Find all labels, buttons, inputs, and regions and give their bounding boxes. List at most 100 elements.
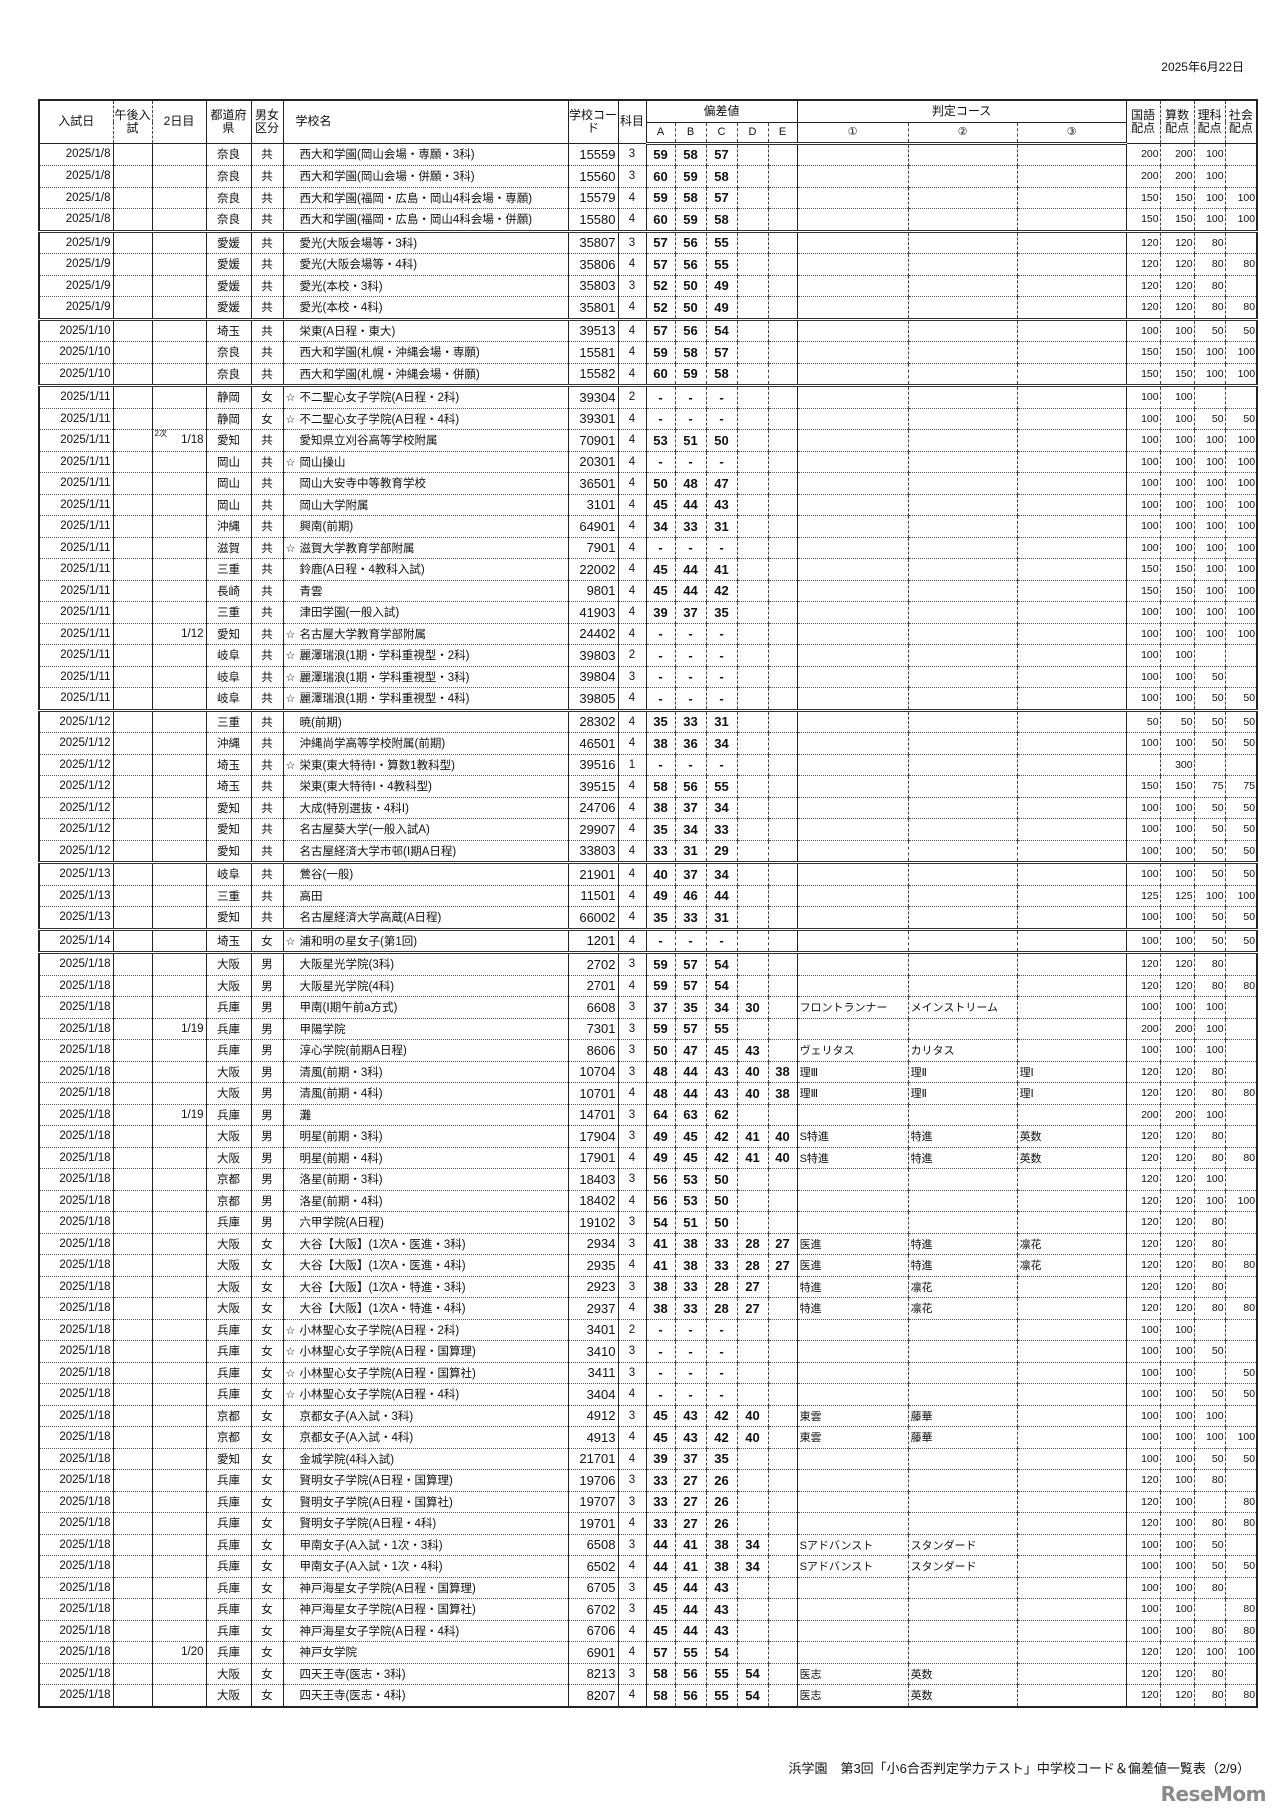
deviation-a: - xyxy=(645,687,676,711)
course-1 xyxy=(796,515,909,538)
table-row: 2025/1/10 奈良共西大和学園(札幌・沖縄会場・併願) 15582 4 60 59 5… xyxy=(38,363,1258,386)
course-3 xyxy=(1016,1383,1127,1406)
points-japanese: 150 xyxy=(1125,558,1161,581)
deviation-c: 33 xyxy=(705,1233,738,1255)
table-row: 2025/1/12 埼玉共 ☆ 栄東(東大特待Ⅰ・算数1教科型) 39516 1- - -30… xyxy=(38,754,1258,776)
deviation-a: 64 xyxy=(645,1104,676,1126)
school-code: 3404 xyxy=(567,1383,619,1406)
points-science: 100 xyxy=(1193,1039,1226,1062)
points-japanese: 100 xyxy=(1125,384,1161,409)
exam-date: 2025/1/9 xyxy=(38,229,114,254)
deviation-c: 55 xyxy=(705,253,738,276)
second-day xyxy=(151,1383,207,1406)
prefecture: 愛知 xyxy=(205,797,252,819)
course-3 xyxy=(1016,623,1127,645)
school-name: 小林聖心女子学院(A日程・4科) xyxy=(299,1389,460,1402)
table-row: 2025/1/18 兵庫女 ☆ 小林聖心女子学院(A日程・2科) 3401 2- - -100… xyxy=(38,1319,1258,1341)
points-math: 300 xyxy=(1159,754,1195,776)
course-2: スタンダード xyxy=(907,1534,1018,1556)
course-1 xyxy=(796,775,909,798)
deviation-c: 54 xyxy=(705,1641,738,1664)
deviation-d xyxy=(736,732,769,755)
school-name: 甲南(Ⅰ期午前a方式) xyxy=(299,1002,398,1015)
table-row: 2025/1/18 兵庫女賢明女子学院(A日程・国算社) 19707 3 33 27 26 1… xyxy=(38,1491,1258,1513)
subject-count: 4 xyxy=(617,187,647,209)
exam-date: 2025/1/12 xyxy=(38,732,114,755)
prefecture: 兵庫 xyxy=(205,1512,252,1535)
school-name-cell: 愛知県立刈谷高等学校附属 xyxy=(282,429,569,452)
deviation-b: 27 xyxy=(674,1469,707,1492)
school-code: 10704 xyxy=(567,1061,619,1083)
deviation-c: 55 xyxy=(705,1684,738,1707)
second-day xyxy=(151,1211,207,1234)
subject-count: 4 xyxy=(617,975,647,997)
afternoon-exam xyxy=(112,1362,153,1384)
table-row: 2025/1/18 兵庫女神戸海星女子学院(A日程・4科) 6706 4 45 44 43 1… xyxy=(38,1620,1258,1642)
course-3 xyxy=(1016,1362,1127,1384)
gender-type: 女 xyxy=(250,1297,284,1320)
school-name: 鶯谷(一般) xyxy=(299,869,354,882)
deviation-c: 28 xyxy=(705,1276,738,1298)
deviation-e xyxy=(767,429,798,452)
points-math: 100 xyxy=(1159,317,1195,342)
deviation-c: 31 xyxy=(705,515,738,538)
points-science: 80 xyxy=(1193,975,1226,997)
course-2 xyxy=(907,363,1018,386)
course-1: 理Ⅲ xyxy=(796,1061,909,1083)
subject-count: 4 xyxy=(617,1555,647,1578)
points-japanese: 150 xyxy=(1125,341,1161,364)
course-2 xyxy=(907,1340,1018,1363)
school-code: 39515 xyxy=(567,775,619,798)
points-social xyxy=(1224,1211,1258,1234)
deviation-b: 44 xyxy=(674,494,707,516)
points-science: 100 xyxy=(1193,537,1226,559)
deviation-e xyxy=(767,1684,798,1707)
school-name-cell: 洛星(前期・4科) xyxy=(282,1190,569,1212)
deviation-b: - xyxy=(674,408,707,430)
exam-date: 2025/1/12 xyxy=(38,840,114,863)
exam-date: 2025/1/8 xyxy=(38,208,114,232)
school-code: 6706 xyxy=(567,1620,619,1642)
points-social xyxy=(1224,1405,1258,1427)
col-header-dev-a: A xyxy=(645,121,676,145)
school-code: 19102 xyxy=(567,1211,619,1234)
course-1 xyxy=(796,1104,909,1126)
col-header-course: 判定コース xyxy=(796,99,1127,123)
prefecture: 兵庫 xyxy=(205,1534,252,1556)
deviation-a: 53 xyxy=(645,429,676,452)
deviation-b: 43 xyxy=(674,1405,707,1427)
points-science: 100 xyxy=(1193,187,1226,209)
deviation-b: 56 xyxy=(674,229,707,254)
school-name-cell: 西大和学園(岡山会場・専願・3科) xyxy=(282,143,569,166)
course-3 xyxy=(1016,1168,1127,1191)
school-name-cell: ☆ 名古屋大学教育学部附属 xyxy=(282,623,569,645)
subject-count: 4 xyxy=(617,732,647,755)
gender-type: 男 xyxy=(250,1018,284,1040)
course-3 xyxy=(1016,253,1127,276)
school-deviation-table: 入試日 午後入試 2日目 都道府県 男女区分 学校名 学校コード 科目 偏差値 … xyxy=(38,99,1259,1708)
second-day: 1/19 xyxy=(151,1104,207,1126)
course-3 xyxy=(1016,515,1127,538)
school-name: 明星(前期・4科) xyxy=(299,1152,383,1165)
course-1 xyxy=(796,601,909,624)
deviation-a: 49 xyxy=(645,885,676,907)
school-code: 3401 xyxy=(567,1319,619,1341)
deviation-d xyxy=(736,754,769,776)
course-2 xyxy=(907,187,1018,209)
deviation-e xyxy=(767,1663,798,1685)
prefecture: 静岡 xyxy=(205,384,252,409)
course-2 xyxy=(907,208,1018,232)
deviation-c: 35 xyxy=(705,601,738,624)
course-3 xyxy=(1016,1039,1127,1062)
deviation-d xyxy=(736,797,769,819)
deviation-b: 33 xyxy=(674,1297,707,1320)
deviation-b: 33 xyxy=(674,708,707,733)
deviation-e xyxy=(767,885,798,907)
second-day xyxy=(151,1276,207,1298)
second-day xyxy=(151,1555,207,1578)
course-2 xyxy=(907,927,1018,953)
points-japanese: 120 xyxy=(1125,1125,1161,1148)
gender-type: 女 xyxy=(250,1663,284,1685)
exam-date: 2025/1/18 xyxy=(38,1104,114,1126)
table-row: 2025/1/18 兵庫女 ☆ 小林聖心女子学院(A日程・国算社) 3411 3- - -10… xyxy=(38,1362,1258,1384)
